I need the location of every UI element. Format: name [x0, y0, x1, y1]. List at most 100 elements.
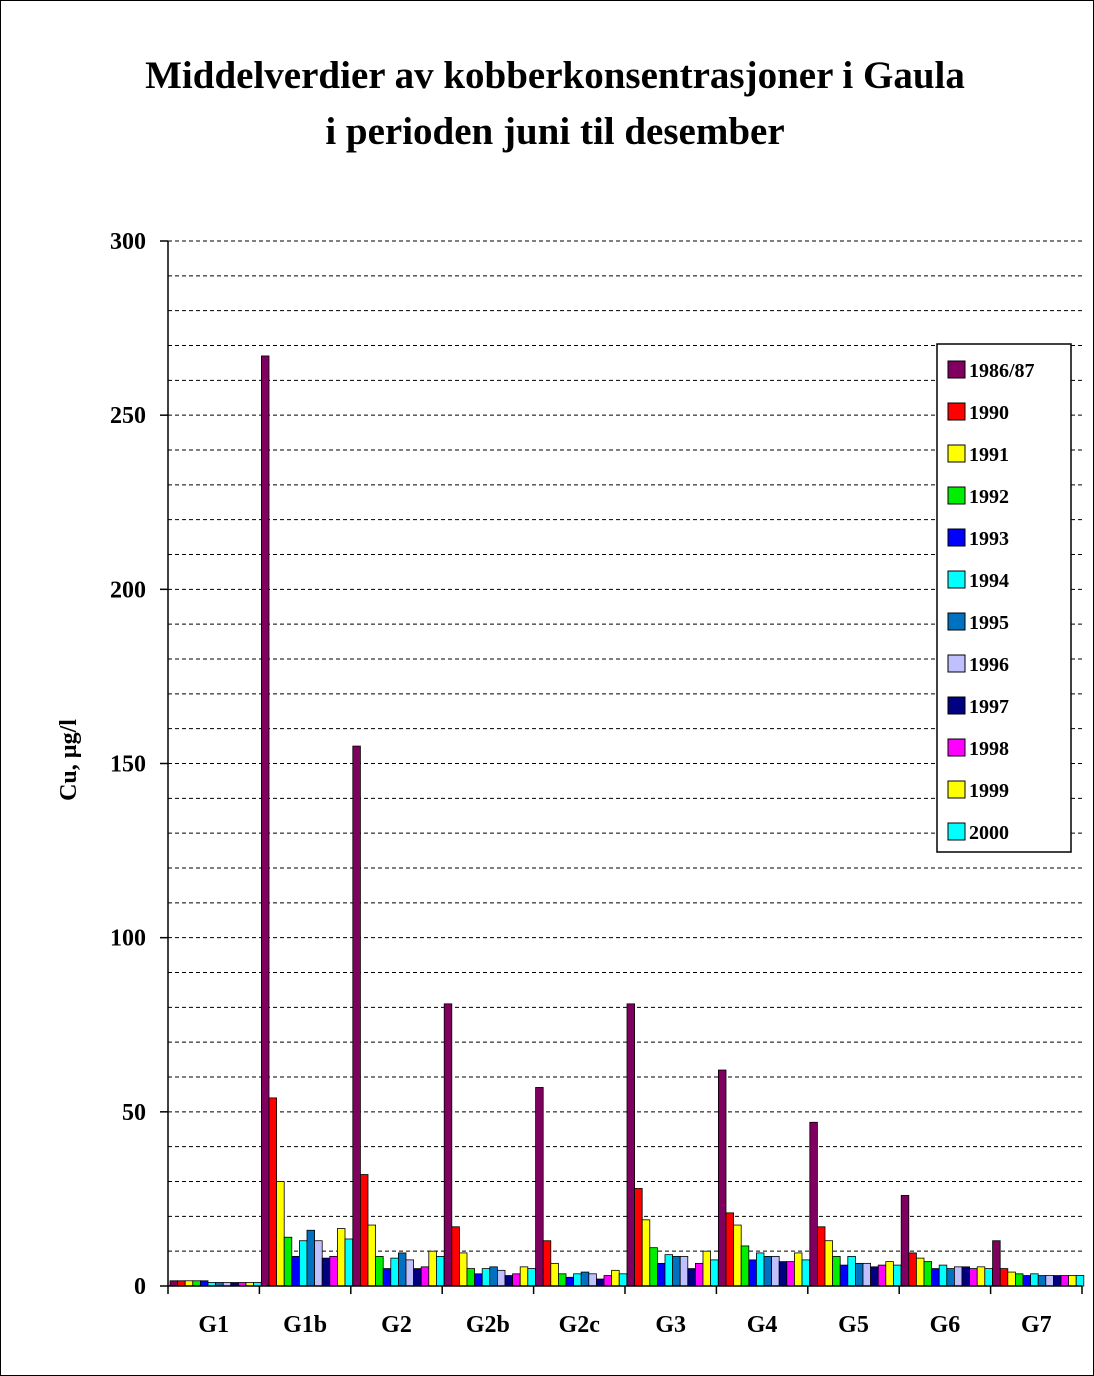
bar	[672, 1255, 681, 1287]
bar	[276, 1181, 285, 1287]
x-tick-label: G6	[930, 1312, 961, 1338]
bar	[771, 1255, 780, 1287]
y-tick-label: 250	[110, 403, 146, 429]
bar	[984, 1268, 993, 1287]
bar	[321, 1257, 331, 1287]
bar	[268, 1097, 277, 1287]
bar	[1015, 1273, 1024, 1287]
bar	[832, 1255, 841, 1287]
bar	[390, 1257, 399, 1287]
legend-label: 1997	[969, 696, 1009, 718]
chart-title-line1: Middelverdier av kobberkonsentrasjoner i…	[145, 54, 965, 97]
bar	[596, 1278, 605, 1287]
bar	[916, 1257, 925, 1287]
bar	[801, 1259, 810, 1287]
legend-swatch	[947, 822, 966, 841]
bar	[992, 1240, 1001, 1287]
bar	[1053, 1275, 1062, 1287]
legend-swatch	[947, 444, 966, 463]
bar	[824, 1240, 833, 1287]
bar	[260, 355, 270, 1287]
bar	[1022, 1275, 1031, 1287]
bar	[558, 1273, 567, 1287]
bar	[451, 1226, 460, 1287]
bar	[649, 1247, 658, 1287]
bar	[885, 1261, 894, 1287]
y-tick-label: 150	[110, 752, 146, 778]
bar	[786, 1261, 795, 1287]
bar	[382, 1268, 392, 1287]
bar	[900, 1195, 910, 1287]
legend-swatch	[947, 360, 966, 379]
bar	[329, 1255, 338, 1287]
bar	[306, 1229, 315, 1287]
bar	[481, 1268, 491, 1287]
bar	[695, 1262, 704, 1287]
legend-label: 1996	[969, 654, 1009, 676]
bar	[817, 1226, 826, 1287]
legend-label: 1998	[969, 738, 1009, 760]
x-tick-label: G1b	[283, 1312, 327, 1338]
bar	[1007, 1271, 1016, 1287]
x-tick-label: G2	[381, 1312, 412, 1338]
bar	[291, 1255, 300, 1287]
legend-label: 1986/87	[969, 360, 1035, 382]
bar	[443, 1003, 453, 1287]
bar	[756, 1252, 765, 1287]
bar	[938, 1264, 948, 1287]
bar	[687, 1268, 696, 1287]
x-tick-label: G3	[655, 1312, 686, 1338]
legend-label: 1991	[969, 444, 1009, 466]
bar	[413, 1268, 422, 1287]
bar	[999, 1268, 1009, 1287]
bar	[908, 1252, 917, 1287]
bar	[397, 1252, 407, 1287]
chart-title-line2: i perioden juni til desember	[325, 110, 785, 153]
bar	[344, 1238, 353, 1287]
bar	[634, 1188, 643, 1287]
bar	[839, 1264, 849, 1287]
legend-swatch	[947, 570, 966, 589]
y-axis-label: Cu, µg/l	[56, 719, 82, 801]
bar	[611, 1269, 620, 1287]
bar	[603, 1275, 612, 1287]
bar	[794, 1252, 803, 1287]
bar	[763, 1255, 772, 1287]
x-tick-label: G7	[1021, 1312, 1052, 1338]
bar	[641, 1219, 651, 1287]
bar	[961, 1266, 970, 1287]
legend-swatch	[947, 780, 966, 799]
bar	[367, 1224, 376, 1287]
bar	[519, 1266, 529, 1287]
bar	[336, 1228, 346, 1287]
bar	[375, 1255, 384, 1287]
legend-swatch	[947, 738, 966, 757]
bar	[527, 1268, 536, 1287]
bar	[1060, 1275, 1069, 1287]
bar	[496, 1269, 506, 1287]
legend-label: 1995	[969, 612, 1009, 634]
bar	[474, 1273, 483, 1287]
bar	[1068, 1275, 1077, 1287]
legend-label: 1999	[969, 780, 1009, 802]
legend-swatch	[947, 528, 966, 547]
bar	[458, 1252, 468, 1287]
bar	[1030, 1273, 1039, 1287]
bar	[626, 1003, 635, 1287]
x-tick-label: G2b	[466, 1312, 510, 1338]
y-tick-label: 0	[134, 1274, 146, 1300]
bar	[428, 1250, 437, 1287]
bar	[573, 1273, 582, 1287]
bar	[1045, 1275, 1054, 1287]
y-tick-label: 200	[110, 577, 146, 603]
bar	[855, 1262, 864, 1287]
bar	[169, 1280, 178, 1287]
bar	[778, 1261, 788, 1287]
legend-swatch	[947, 486, 966, 505]
bar	[923, 1261, 932, 1287]
bar	[740, 1245, 750, 1287]
bar	[748, 1259, 757, 1287]
x-tick-label: G2c	[559, 1312, 601, 1338]
bar	[976, 1266, 986, 1287]
